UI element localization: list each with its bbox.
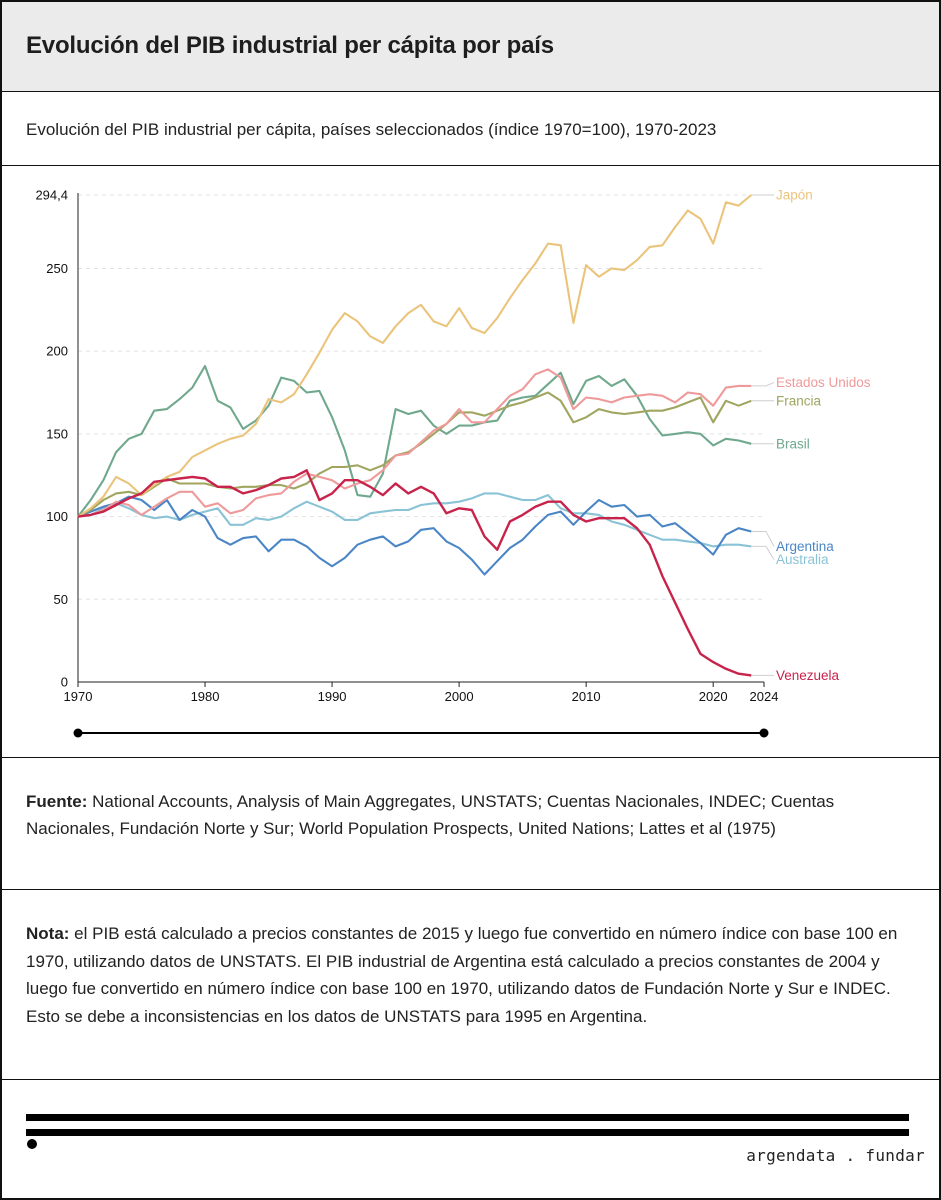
note-body: el PIB está calculado a precios constant… <box>26 924 898 1026</box>
x-tick-label: 1990 <box>318 689 347 704</box>
label-leader <box>751 382 775 387</box>
logo-bar-bottom <box>26 1129 909 1136</box>
series-label: Japón <box>776 188 813 203</box>
y-tick-label: 294,4 <box>35 188 68 203</box>
series-label: Argentina <box>776 539 834 554</box>
x-tick-label: 2010 <box>572 689 601 704</box>
logo-dot <box>27 1139 37 1149</box>
chart-subtitle: Evolución del PIB industrial per cápita,… <box>26 120 717 139</box>
line-chart: 0 50 100 150 200 250 294,4 1970 1980 1990 2000 2010… <box>35 188 871 738</box>
range-brush-handle[interactable] <box>73 728 83 738</box>
series-label: Venezuela <box>776 668 840 683</box>
brand-logo-text: argendata . fundar <box>746 1146 925 1165</box>
y-tick-label: 0 <box>61 675 68 690</box>
series-label: Australia <box>776 552 829 567</box>
note-section: Nota: el PIB está calculado a precios co… <box>2 890 939 1080</box>
chart-section: 0 50 100 150 200 250 294,4 1970 1980 1990 2000 2010… <box>2 166 939 758</box>
source-body: National Accounts, Analysis of Main Aggr… <box>26 792 835 838</box>
series-line-japón <box>77 194 752 518</box>
source-label: Fuente: <box>26 792 88 811</box>
series-line-venezuela <box>77 469 752 677</box>
page-title: Evolución del PIB industrial per cápita … <box>26 32 554 59</box>
source-section: Fuente: National Accounts, Analysis of M… <box>2 758 939 890</box>
y-tick-label: 250 <box>46 261 68 276</box>
x-tick-label: 2024 <box>750 689 779 704</box>
series-line-argentina <box>77 495 752 576</box>
series-label: Brasil <box>776 436 810 451</box>
footer: argendata . fundar <box>2 1080 939 1198</box>
series-label: Estados Unidos <box>776 375 871 390</box>
y-tick-label: 100 <box>46 509 68 524</box>
series-line-estados-unidos <box>77 368 752 518</box>
note-text: Nota: el PIB está calculado a precios co… <box>26 920 921 1030</box>
label-leader <box>751 545 775 560</box>
source-text: Fuente: National Accounts, Analysis of M… <box>26 788 906 842</box>
label-leader <box>751 530 775 547</box>
x-tick-label: 1970 <box>64 689 93 704</box>
y-tick-label: 50 <box>54 592 68 607</box>
y-tick-label: 200 <box>46 344 68 359</box>
x-tick-label: 2000 <box>445 689 474 704</box>
logo-bar-top <box>26 1114 909 1121</box>
subtitle-section: Evolución del PIB industrial per cápita,… <box>2 92 939 166</box>
range-brush-handle[interactable] <box>759 728 769 738</box>
x-tick-label: 1980 <box>191 689 220 704</box>
note-label: Nota: <box>26 924 70 943</box>
x-tick-label: 2020 <box>699 689 728 704</box>
series-line-francia <box>77 391 752 518</box>
header: Evolución del PIB industrial per cápita … <box>2 2 939 92</box>
series-line-brasil <box>77 364 752 518</box>
series-label: Francia <box>776 393 822 408</box>
y-tick-label: 150 <box>46 426 68 441</box>
